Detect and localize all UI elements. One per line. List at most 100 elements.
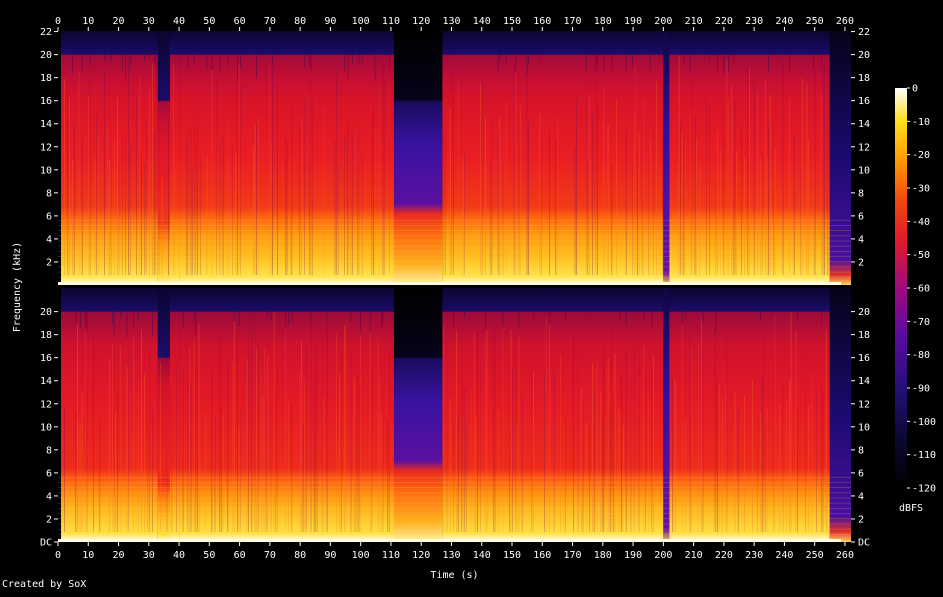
spectral-streak [653, 355, 654, 532]
spectral-streak [216, 74, 217, 275]
spectral-streak [549, 315, 550, 532]
y-tick-label-left: 14 [40, 119, 52, 130]
spectral-streak [502, 159, 504, 275]
spectral-streak [187, 130, 189, 275]
spectral-streak [741, 124, 742, 275]
spectral-streak [161, 177, 163, 275]
spectral-streak [622, 425, 624, 532]
top-streak [81, 49, 83, 71]
spectral-streak [512, 369, 513, 532]
spectral-streak [253, 147, 254, 275]
spectral-streak [237, 335, 238, 532]
spectral-streak [211, 370, 213, 532]
spectral-streak [491, 119, 493, 275]
spectral-streak [110, 141, 112, 275]
spectral-streak [449, 397, 451, 532]
spectral-streak [691, 345, 693, 532]
spectral-streak [749, 69, 750, 275]
spectral-streak [112, 342, 113, 532]
spectral-streak [709, 106, 710, 275]
y-tick-label-left: 18 [40, 330, 52, 341]
x-tick-label-top: 130 [442, 16, 460, 27]
spectral-streak [597, 361, 598, 532]
harmonic-band [58, 261, 851, 263]
spectral-streak [648, 139, 649, 275]
spectral-streak [211, 69, 213, 275]
x-tick-label-top: 260 [836, 16, 854, 27]
y-tick-label-right: 20 [858, 307, 870, 318]
spectral-streak [718, 383, 720, 532]
top-streak [760, 303, 761, 321]
spectrogram-panels [58, 31, 851, 542]
spectral-streak [144, 373, 145, 532]
channel-2-spectrogram [58, 288, 851, 542]
spectral-streak [350, 355, 352, 532]
harmonic-band [58, 497, 851, 499]
spectral-streak [659, 167, 661, 275]
y-tick-label-right: DC [858, 538, 870, 549]
harmonic-band [58, 528, 851, 530]
segment-top-band [669, 288, 830, 312]
x-tick-label-top: 170 [564, 16, 582, 27]
spectral-streak [765, 423, 766, 532]
spectral-streak [489, 161, 491, 275]
spectral-streak [81, 138, 83, 275]
y-tick-label-left: 6 [46, 468, 52, 479]
spectral-streak [824, 64, 825, 275]
spectral-streak [64, 408, 65, 532]
top-streak [75, 299, 77, 322]
spectral-streak [544, 373, 545, 532]
y-tick-label-left: 22 [40, 27, 52, 38]
spectral-streak [238, 425, 240, 532]
spectral-streak [744, 158, 745, 275]
top-streak [272, 43, 273, 62]
segment-top-band [669, 31, 830, 55]
spectral-streak [128, 58, 129, 276]
spectral-streak [445, 137, 446, 275]
top-streak [347, 54, 349, 79]
spectral-streak [486, 329, 488, 532]
spectral-streak [616, 99, 617, 275]
spectral-streak [621, 375, 622, 532]
spectral-streak [302, 423, 304, 532]
x-tick-label-top: 230 [745, 16, 763, 27]
x-tick-label-top: 140 [473, 16, 491, 27]
x-tick-label-top: 210 [685, 16, 703, 27]
x-tick-label-top: 110 [382, 16, 400, 27]
spectral-streak [198, 324, 200, 532]
colorbar-tick-label: -120 [912, 484, 936, 495]
spectral-streak [633, 111, 635, 276]
spectral-streak [499, 117, 501, 275]
spectral-streak [574, 146, 576, 275]
spectral-streak [589, 425, 590, 532]
top-streak [619, 301, 621, 320]
top-streak [141, 43, 142, 56]
spectral-streak [286, 141, 288, 275]
y-tick-label-right: 18 [858, 73, 870, 84]
spectral-streak [689, 107, 691, 275]
spectral-streak [685, 422, 686, 532]
spectral-streak [625, 129, 627, 275]
x-tick-label-bottom: 200 [654, 550, 672, 561]
spectral-streak [323, 106, 325, 276]
top-streak [155, 52, 157, 65]
top-streak [649, 54, 651, 69]
spectral-streak [197, 127, 198, 275]
spectral-streak [73, 120, 75, 275]
top-streak [709, 48, 710, 60]
top-streak [206, 42, 208, 70]
spectral-streak [464, 388, 465, 532]
harmonic-band [58, 235, 851, 237]
spectral-streak [672, 378, 673, 532]
top-streak [144, 46, 145, 60]
spectral-streak [64, 78, 65, 275]
x-tick-label-top: 20 [113, 16, 125, 27]
spectral-streak [117, 389, 118, 532]
spectral-streak [457, 78, 459, 275]
spectral-streak [160, 362, 161, 532]
spectral-streak [587, 162, 589, 275]
segment-top-band [169, 288, 180, 312]
top-streak [589, 302, 590, 315]
spectral-streak [761, 151, 763, 275]
